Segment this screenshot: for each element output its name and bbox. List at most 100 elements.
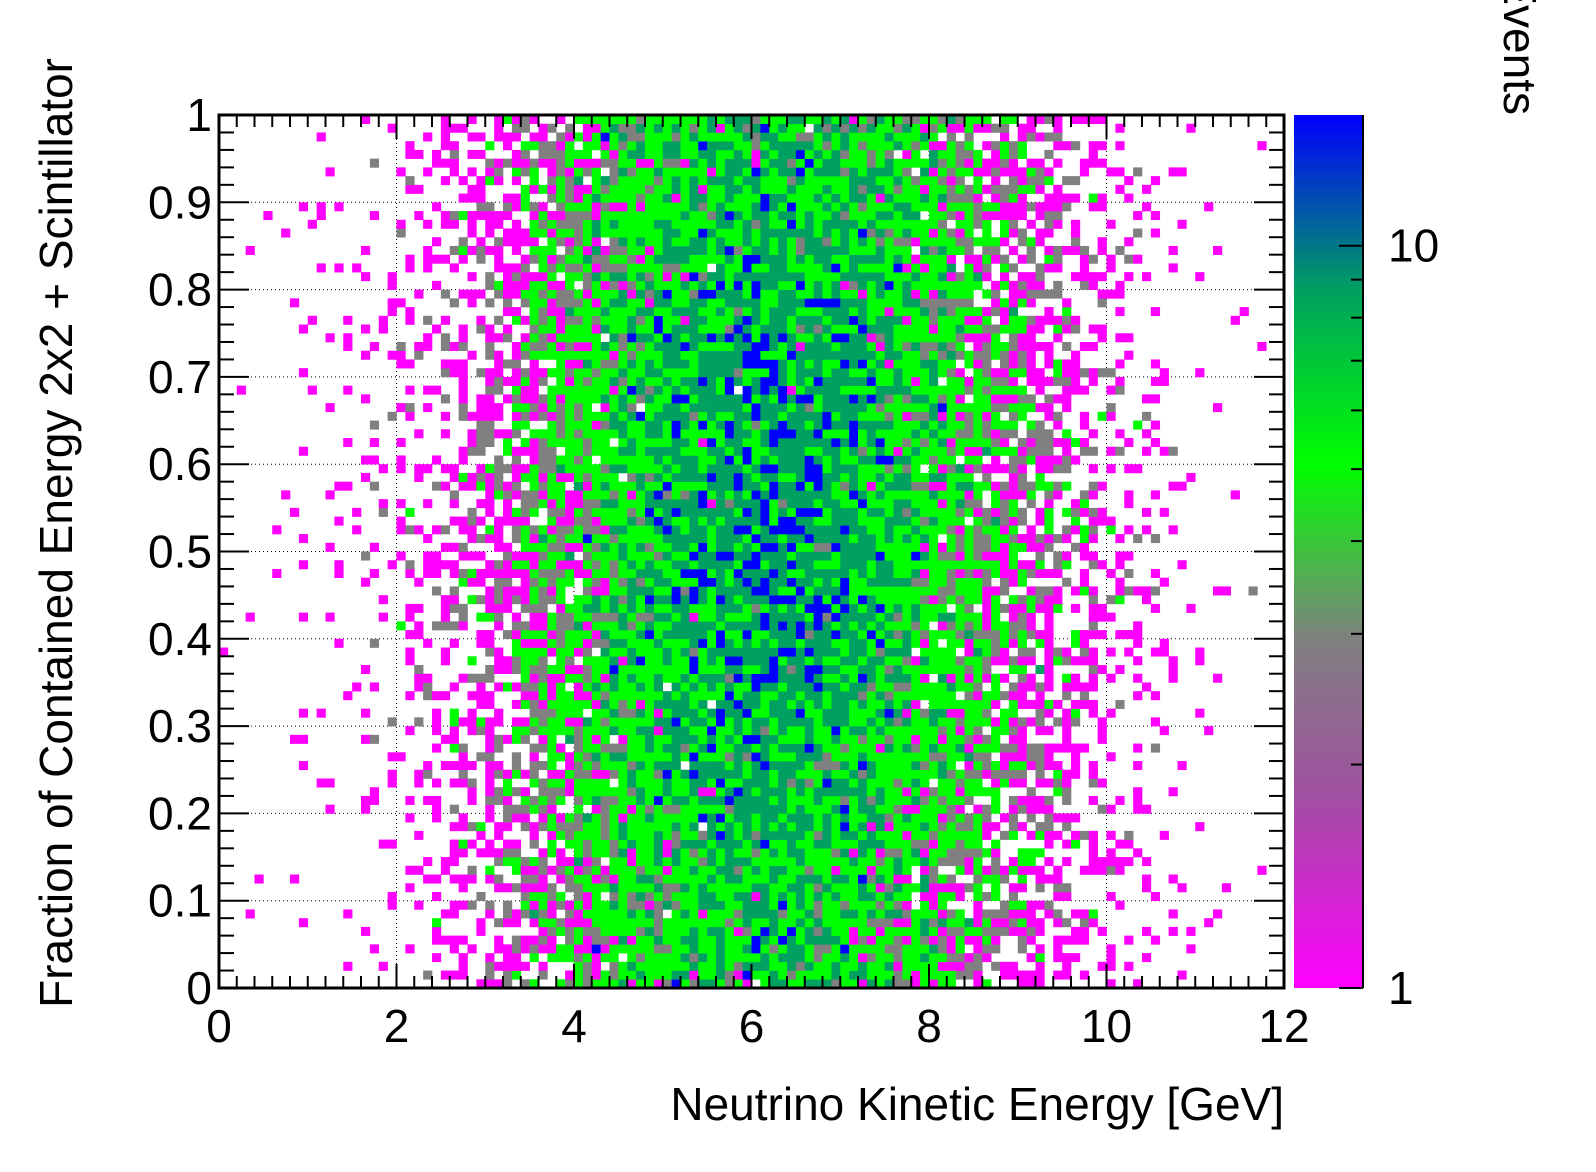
heatmap-cell (716, 237, 726, 247)
heatmap-cell (467, 874, 477, 884)
heatmap-cell (636, 586, 646, 596)
heatmap-cell (787, 507, 797, 517)
heatmap-cell (804, 970, 814, 980)
heatmap-cell (476, 595, 486, 605)
heatmap-cell (538, 734, 548, 744)
heatmap-cell (804, 272, 814, 282)
heatmap-cell (866, 883, 877, 893)
heatmap-cell (361, 708, 371, 718)
heatmap-cell (680, 263, 690, 273)
heatmap-cell (494, 254, 504, 264)
heatmap-cell (742, 726, 752, 736)
heatmap-cell (405, 944, 415, 954)
heatmap-cell (671, 848, 681, 858)
heatmap-cell (609, 926, 619, 936)
heatmap-cell (893, 254, 903, 264)
heatmap-cell (653, 918, 664, 928)
heatmap-cell (795, 490, 806, 500)
heatmap-cell (503, 333, 513, 343)
heatmap-cell (458, 603, 468, 613)
heatmap-cell (902, 726, 912, 736)
heatmap-cell (804, 900, 814, 910)
heatmap-cell (795, 621, 806, 631)
heatmap-cell (795, 699, 806, 709)
heatmap-cell (503, 394, 513, 404)
heatmap-cell (875, 630, 885, 640)
heatmap-cell (627, 324, 637, 334)
heatmap-cell (618, 141, 628, 151)
heatmap-cell (751, 839, 761, 849)
heatmap-cell (609, 429, 619, 439)
heatmap-cell (671, 926, 681, 936)
heatmap-cell (671, 560, 681, 570)
heatmap-cell (600, 542, 610, 552)
heatmap-cell (653, 953, 664, 963)
heatmap-cell (485, 298, 495, 308)
heatmap-cell (511, 699, 522, 709)
heatmap-cell (875, 420, 885, 430)
heatmap-cell (849, 621, 859, 631)
heatmap-cell (769, 158, 779, 168)
heatmap-cell (787, 245, 797, 255)
heatmap-cell (751, 560, 761, 570)
heatmap-cell (902, 656, 912, 666)
heatmap-cell (813, 542, 823, 552)
heatmap-cell (724, 184, 735, 194)
heatmap-cell (813, 953, 823, 963)
heatmap-cell (316, 708, 326, 718)
heatmap-cell (645, 464, 655, 474)
heatmap-cell (653, 743, 664, 753)
heatmap-cell (671, 429, 681, 439)
heatmap-cell (866, 438, 877, 448)
heatmap-cell (671, 237, 681, 247)
heatmap-cell (662, 219, 672, 229)
heatmap-cell (787, 219, 797, 229)
heatmap-cell (742, 717, 752, 727)
heatmap-cell (849, 394, 859, 404)
heatmap-cell (520, 315, 530, 325)
heatmap-cell (503, 263, 513, 273)
heatmap-cell (787, 769, 797, 779)
heatmap-cell (609, 403, 619, 413)
heatmap-cell (387, 891, 397, 901)
heatmap-cell (636, 603, 646, 613)
heatmap-cell (858, 961, 868, 971)
heatmap-cell (467, 149, 477, 159)
heatmap-cell (511, 158, 522, 168)
heatmap-cell (680, 778, 690, 788)
heatmap-cell (716, 481, 726, 491)
heatmap-cell (511, 839, 522, 849)
heatmap-cell (680, 455, 690, 465)
heatmap-cell (653, 193, 664, 203)
heatmap-cell (591, 865, 601, 875)
heatmap-cell (582, 970, 593, 980)
heatmap-cell (645, 289, 655, 299)
heatmap-cell (565, 691, 575, 701)
heatmap-cell (849, 499, 859, 509)
heatmap-cell (529, 115, 539, 125)
heatmap-cell (769, 272, 779, 282)
heatmap-cell (831, 708, 841, 718)
heatmap-cell (875, 315, 885, 325)
heatmap-cell (733, 472, 743, 482)
heatmap-cell (653, 141, 664, 151)
heatmap-cell (760, 691, 770, 701)
heatmap-cell (556, 438, 566, 448)
heatmap-cell (813, 813, 823, 823)
heatmap-cell (822, 717, 832, 727)
heatmap-cell (813, 184, 823, 194)
heatmap-cell (600, 970, 610, 980)
heatmap-cell (849, 979, 859, 989)
heatmap-cell (440, 394, 451, 404)
heatmap-cell (627, 115, 637, 125)
heatmap-cell (529, 673, 539, 683)
heatmap-cell (760, 516, 770, 526)
heatmap-cell (787, 490, 797, 500)
heatmap-cell (556, 647, 566, 657)
heatmap-cell (440, 315, 451, 325)
heatmap-cell (680, 507, 690, 517)
heatmap-cell (804, 176, 814, 186)
heatmap-cell (449, 158, 459, 168)
heatmap-cell (698, 752, 708, 762)
heatmap-cell (875, 472, 885, 482)
